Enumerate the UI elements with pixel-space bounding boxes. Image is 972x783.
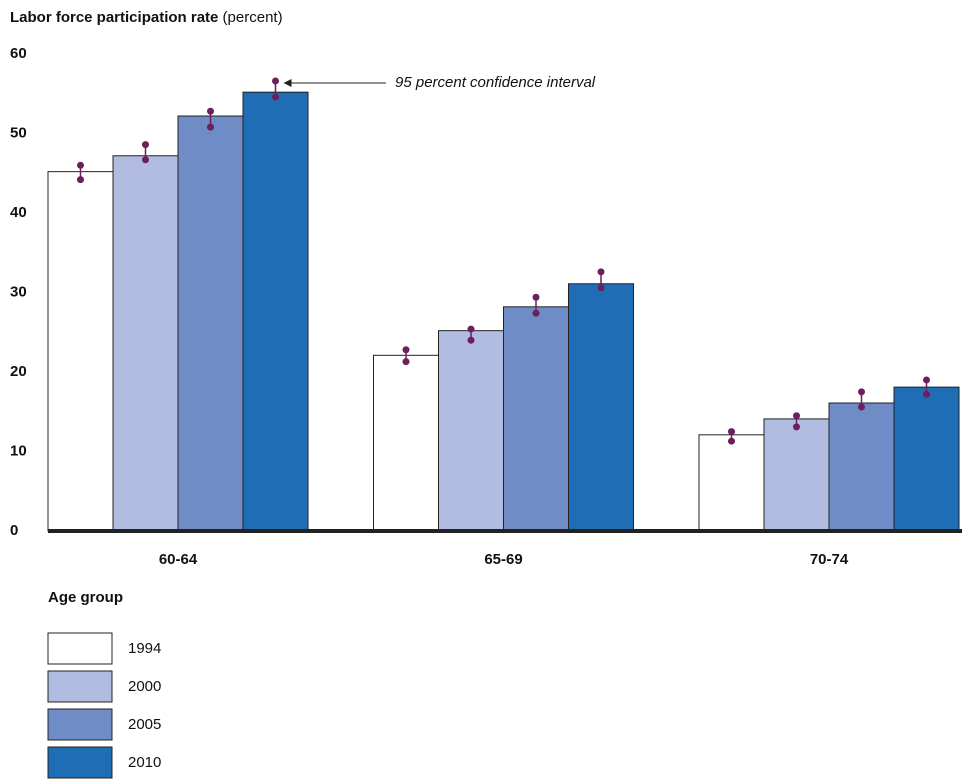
ci-high-dot	[77, 161, 84, 169]
ci-high-dot	[597, 268, 605, 276]
ci-low-dot	[467, 336, 475, 344]
bar	[112, 155, 179, 532]
x-tick-label: 65-69	[484, 551, 522, 568]
legend-swatch	[47, 632, 113, 665]
ci-low-dot	[532, 309, 540, 317]
ci-low-dot	[207, 123, 214, 131]
ci-low-dot	[77, 176, 84, 184]
bar	[503, 306, 569, 532]
bar	[373, 354, 439, 532]
ci-low-dot	[402, 358, 410, 366]
ci-high-dot	[793, 412, 800, 420]
ci-low-dot	[728, 437, 735, 445]
annotation-arrow	[283, 79, 292, 88]
y-tick-label: 60	[10, 45, 27, 62]
legend-label: 2010	[128, 754, 161, 771]
bar	[568, 283, 634, 532]
y-tick-label: 50	[10, 124, 27, 141]
legend-label: 2005	[128, 716, 161, 733]
ci-high-dot	[272, 77, 279, 85]
title: Labor force participation rate	[10, 9, 218, 26]
y-tick-label: 40	[10, 204, 27, 221]
ci-high-dot	[402, 346, 410, 354]
annotation: 95 percent confidence interval	[395, 74, 596, 91]
y-tick-label: 20	[10, 363, 27, 380]
ci-low-dot	[142, 156, 149, 164]
ci-low-dot	[272, 93, 279, 101]
bar	[438, 330, 504, 532]
bar	[828, 402, 895, 532]
ci-high-dot	[728, 428, 735, 436]
legend-label: 1994	[128, 640, 161, 657]
legend-swatch	[47, 746, 113, 779]
ci-low-dot	[793, 423, 800, 431]
x-axis-label: Age group	[48, 589, 123, 606]
y-tick-label: 0	[10, 522, 18, 539]
ci-high-dot	[207, 107, 214, 115]
bar	[893, 386, 960, 532]
ci-low-dot	[923, 390, 930, 398]
bar	[763, 418, 830, 532]
ci-low-dot	[858, 403, 865, 411]
bar	[698, 434, 765, 532]
x-tick-label: 60-64	[159, 551, 198, 568]
ci-high-dot	[467, 325, 475, 333]
bar	[47, 171, 114, 532]
legend-swatch	[47, 708, 113, 741]
bar	[242, 91, 309, 532]
y-tick-label: 30	[10, 283, 27, 300]
title-unit: (percent)	[223, 9, 283, 26]
y-tick-label: 10	[10, 442, 27, 459]
ci-high-dot	[142, 141, 149, 149]
legend-label: 2000	[128, 678, 161, 695]
ci-high-dot	[858, 388, 865, 396]
bar	[177, 115, 244, 532]
x-tick-label: 70-74	[810, 551, 849, 568]
legend-swatch	[47, 670, 113, 703]
chart-title: Labor force participation rate (percent)	[10, 9, 283, 26]
ci-high-dot	[923, 376, 930, 384]
ci-low-dot	[597, 284, 605, 292]
ci-high-dot	[532, 293, 540, 301]
